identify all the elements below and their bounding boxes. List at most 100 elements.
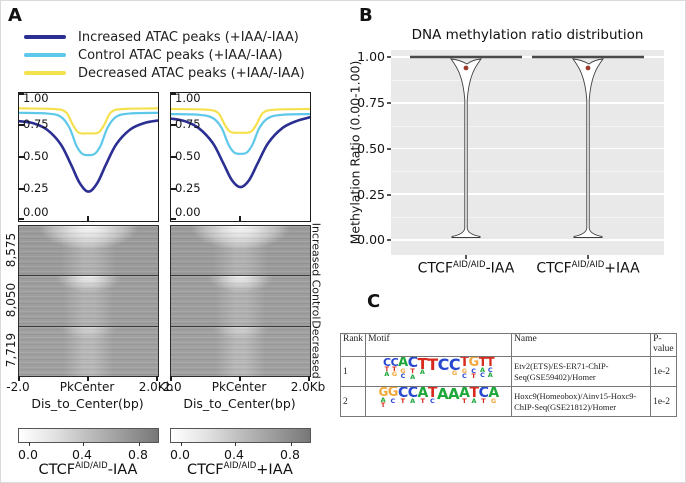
logo-sub-letter: C — [430, 397, 435, 406]
y-tick-label: 0.50 — [175, 149, 201, 163]
logo-base-letter: A — [448, 386, 460, 403]
violin-shape — [450, 58, 482, 238]
pvalue-cell: 1e-2 — [650, 386, 677, 417]
logo-base-letter: T — [427, 386, 438, 401]
y-tick — [19, 156, 24, 158]
logo-sub-letter: C — [480, 370, 485, 379]
x-axis-title: Dis_to_Center(bp) — [183, 396, 296, 411]
profile-plot-minus-iaa: 1.00 0.75 0.50 0.25 0.00 — [18, 92, 159, 222]
y-tick-label: 0.50 — [357, 141, 385, 156]
heatmap-noise — [19, 226, 158, 276]
logo-sub-letter: G — [391, 370, 398, 379]
row-count-decreased: 7,719 — [4, 332, 18, 368]
x-axis-title: Dis_to_Center(bp) — [31, 396, 144, 411]
x-tick-label: PkCenter — [59, 380, 115, 394]
legend-label-increased: Increased ATAC peaks (+IAA/-IAA) — [78, 29, 299, 45]
row-count-increased: 8,575 — [4, 232, 18, 268]
profile-curve — [171, 116, 310, 189]
colorbar-tick-label: 0.4 — [72, 447, 92, 462]
x-tick — [308, 376, 310, 381]
name-cell: Etv2(ETS)/ES-ER71-ChIP-Seq(GSE59402)/Hom… — [511, 356, 652, 387]
logo-sub-letter: T — [384, 365, 390, 374]
logo-base-letter: T — [469, 386, 480, 401]
y-tick — [19, 93, 24, 95]
gridline-major — [391, 239, 664, 241]
profile-curve — [19, 111, 158, 157]
logo-position: T — [427, 358, 438, 373]
legend-item-increased: Increased ATAC peaks (+IAA/-IAA) — [24, 29, 299, 45]
colorbar-tick-label: 0.8 — [128, 447, 148, 462]
logo-sub-letter: A — [410, 397, 416, 406]
logo-base-letter: C — [448, 356, 461, 374]
colorbar-tick-label: 0.0 — [18, 447, 38, 462]
x-center-tick — [87, 216, 89, 221]
category-suffix: +IAA — [604, 260, 640, 277]
legend-swatch-decreased — [24, 71, 66, 75]
logo-base-letter: C — [437, 356, 450, 374]
logo-base-letter: A — [488, 386, 499, 401]
colorbar-tick — [138, 442, 141, 446]
logo-base-letter: T — [460, 356, 469, 370]
colorbar-minus-iaa — [18, 428, 159, 446]
logo-base-letter: A — [459, 386, 470, 401]
logo-sub-letter: C — [400, 371, 406, 380]
row-count-control: 8,050 — [4, 282, 18, 318]
profile-curve — [171, 113, 310, 155]
header-rank: Rank — [339, 333, 367, 357]
condition-label-minus-iaa: CTCFAID/AID-IAA — [8, 461, 168, 478]
heatmap-plus-iaa — [170, 225, 311, 377]
logo-sub-letter: T — [400, 397, 406, 406]
legend-label-decreased: Decreased ATAC peaks (+IAA/-IAA) — [78, 65, 305, 81]
colorbar-tick-label: 0.0 — [170, 447, 190, 462]
rank-cell: 2 — [339, 386, 367, 417]
condition-base: CTCF — [38, 461, 76, 478]
logo-sub-letter: A — [419, 368, 425, 377]
logo-base-letter: G — [378, 386, 388, 399]
logo-position: A — [436, 386, 449, 403]
gridline-major — [391, 101, 664, 104]
y-tick — [387, 102, 391, 104]
logo-base-letter: A — [436, 386, 449, 403]
profile-plot-plus-iaa: 1.00 0.75 0.50 0.25 0.00 — [170, 92, 311, 222]
logo-base-letter: C — [407, 386, 418, 401]
colorbar-tick — [290, 442, 293, 446]
logo-sub-letter: C — [390, 396, 396, 405]
violin-shape — [572, 58, 604, 238]
heatmap-noise — [171, 226, 310, 276]
x-tick-label: -2.0 — [6, 380, 30, 394]
y-tick — [171, 218, 176, 220]
gridline-major — [391, 56, 664, 58]
header-motif: Motif — [365, 333, 513, 357]
x-tick — [465, 255, 467, 259]
logo-sub-letter: T — [471, 371, 476, 380]
logo-sub-letter: T — [481, 397, 486, 406]
gridline-minor — [391, 217, 664, 219]
y-tick — [387, 194, 391, 196]
header-pvalue: P-value — [650, 333, 677, 357]
y-tick — [171, 156, 176, 158]
colorbar-tick — [234, 442, 237, 446]
y-tick-label: 1.00 — [175, 91, 201, 105]
y-axis-title: Methylation Ratio (0.00-1.00) — [347, 60, 363, 245]
heatmap-band-increased — [19, 226, 158, 276]
logo-sub-letter: A — [410, 372, 416, 381]
logo-base-letter: C — [407, 356, 418, 371]
y-tick — [171, 188, 176, 190]
y-tick-label: 0.75 — [357, 95, 385, 110]
y-tick — [387, 148, 391, 150]
y-tick-label: 0.00 — [175, 205, 201, 219]
violin-mean-marker — [463, 65, 469, 71]
